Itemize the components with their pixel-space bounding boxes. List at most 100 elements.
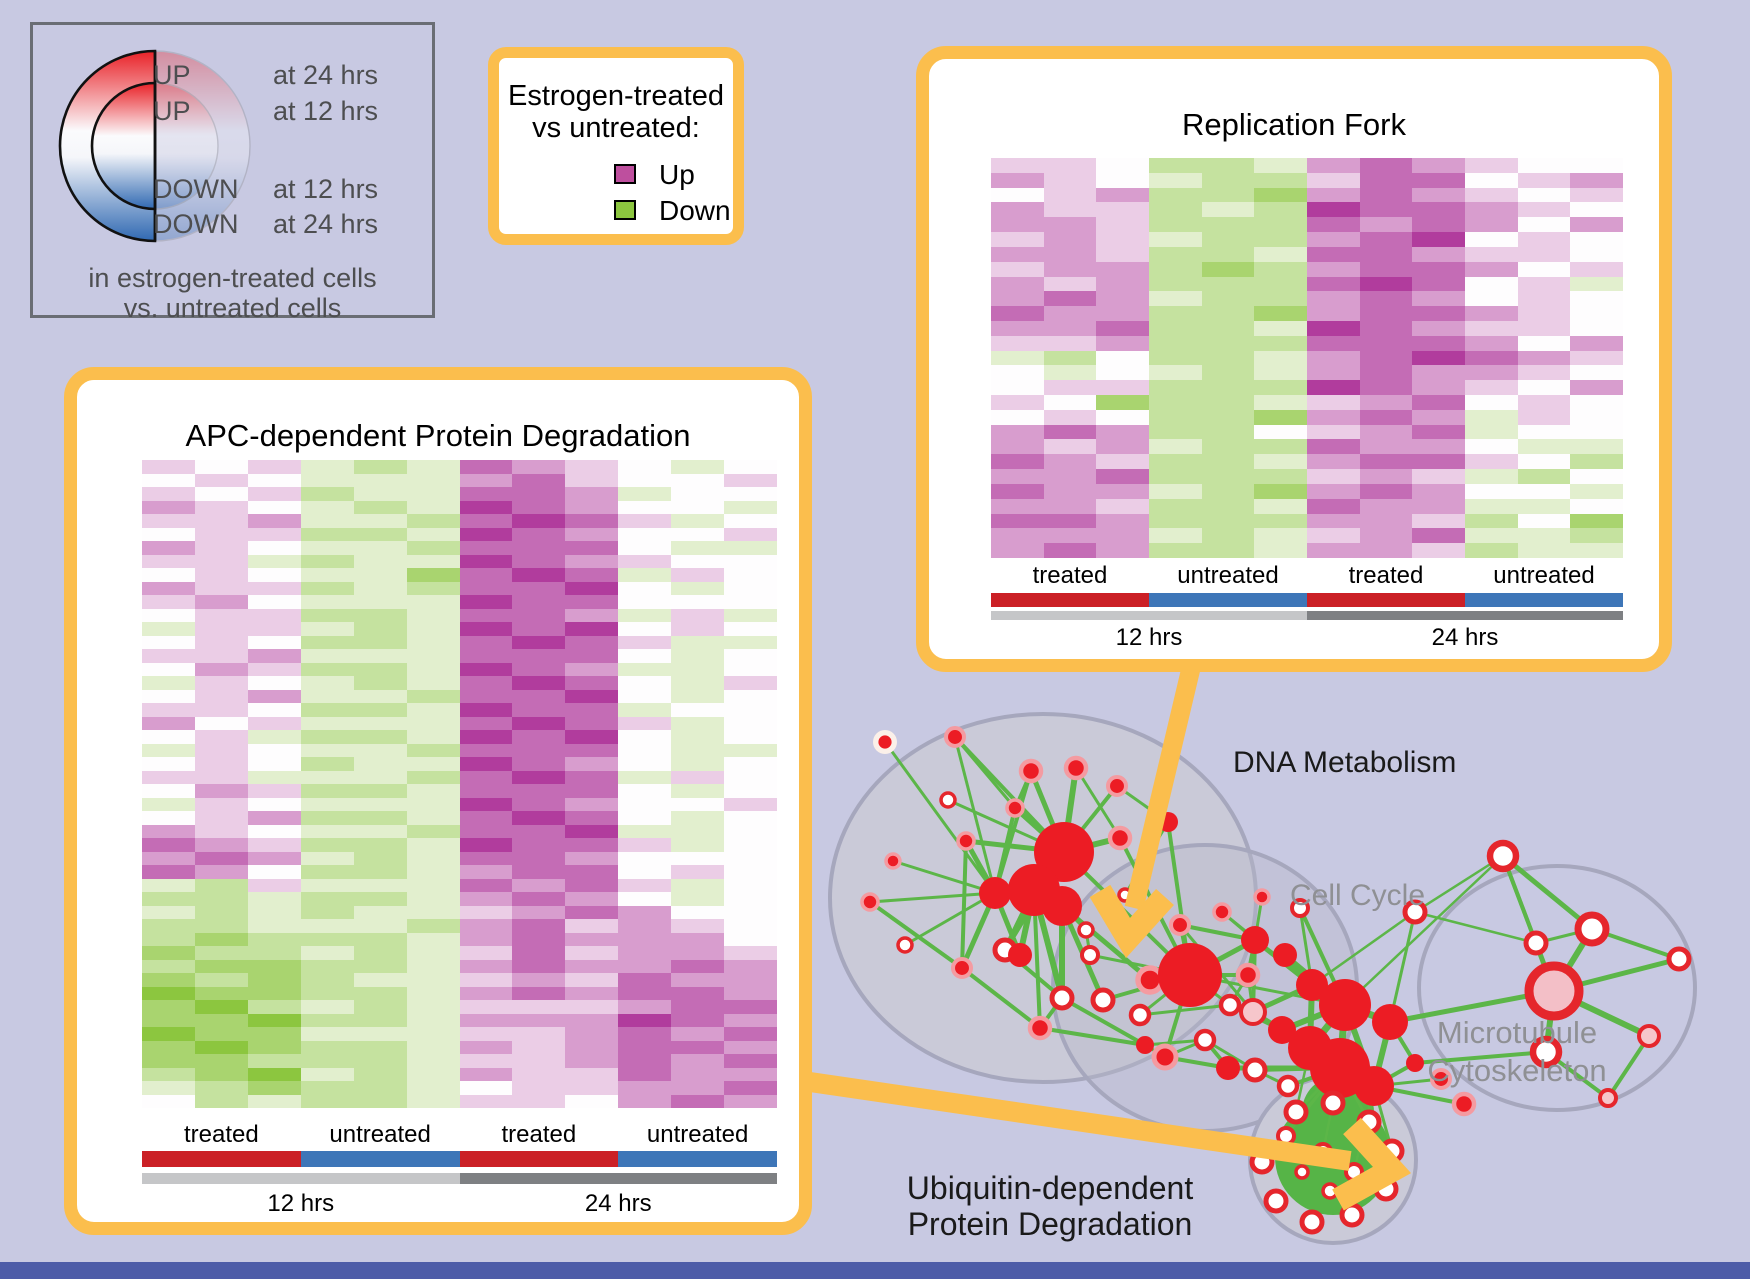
heatmap-cell [194, 1000, 248, 1014]
column-group-label: untreated [646, 1121, 749, 1148]
heatmap-cell [247, 973, 301, 987]
heatmap-cell [991, 380, 1044, 395]
heatmap-cell [565, 662, 619, 676]
heatmap-cell [991, 543, 1044, 558]
heatmap-cell [1043, 528, 1097, 544]
heatmap-cell [1517, 469, 1571, 484]
heatmap-cell [1307, 335, 1360, 351]
heatmap-cell [406, 568, 460, 582]
network-node-c3 [1241, 926, 1269, 954]
heatmap-cell [565, 1040, 619, 1054]
heatmap-cell [247, 649, 301, 663]
heatmap-cell [300, 500, 354, 514]
heatmap-cell [247, 1027, 301, 1041]
heatmap-cell [142, 1013, 195, 1027]
heatmap-cell [512, 676, 566, 690]
heatmap-cell [1201, 483, 1255, 499]
heatmap-cell [724, 716, 778, 730]
heatmap-cell [1307, 454, 1360, 470]
heatmap-cell [565, 919, 619, 933]
heatmap-cell [1043, 187, 1097, 203]
heatmap-cell [991, 232, 1044, 247]
heatmap-cell [512, 1054, 566, 1068]
heatmap-cell [406, 649, 460, 663]
heatmap-cell [1570, 335, 1624, 351]
heatmap-cell [671, 959, 725, 973]
heatmap-cell [459, 703, 513, 717]
heatmap-row [142, 473, 778, 487]
heatmap-cell [194, 487, 248, 501]
heatmap-cell [1307, 543, 1360, 558]
heatmap-row [991, 424, 1624, 440]
heatmap-cell [247, 608, 301, 622]
heatmap-cell [247, 811, 301, 825]
heatmap-cell [1465, 424, 1518, 440]
heatmap-cell [406, 1081, 460, 1095]
heatmap-cell [991, 291, 1044, 307]
heatmap-row [991, 232, 1624, 247]
heatmap-cell [194, 784, 248, 798]
heatmap-cell [724, 986, 778, 1000]
heatmap-cell [671, 797, 725, 811]
network-node-d25 [1077, 921, 1095, 939]
heatmap-cell [671, 730, 725, 744]
heatmap-cell [1359, 291, 1413, 307]
heatmap-cell [1043, 335, 1097, 351]
heatmap-cell [618, 770, 672, 784]
heatmap-cell [1359, 439, 1413, 455]
heatmap-cell [512, 1040, 566, 1054]
heatmap-cell [724, 946, 778, 960]
condition-bar-segment [1149, 593, 1307, 607]
heatmap-cell [512, 1027, 566, 1041]
heatmap-cell [300, 635, 354, 649]
heatmap-cell [247, 824, 301, 838]
heatmap-row [991, 158, 1624, 173]
network-edge [1061, 996, 1146, 1047]
heatmap-cell [1043, 291, 1097, 307]
heatmap-cell [1359, 395, 1413, 410]
heatmap-cell [991, 424, 1044, 440]
heatmap-cell [1465, 454, 1518, 470]
heatmap-cell [142, 878, 195, 892]
comparison-title-line2: vs untreated: [532, 112, 700, 144]
time-label: at 24 hrs [273, 209, 379, 239]
heatmap-cell [565, 1000, 619, 1014]
heatmap-cell [671, 1094, 725, 1108]
comparison-title-line1: Estrogen-treated [507, 80, 724, 112]
heatmap-cell [142, 622, 195, 636]
network-edge [869, 891, 996, 904]
time-bar-segment [991, 611, 1307, 620]
heatmap-cell [1254, 276, 1308, 292]
heatmap-cell [671, 784, 725, 798]
heatmap-cell [512, 851, 566, 865]
heatmap-cell [724, 473, 778, 487]
heatmap-cell [565, 500, 619, 514]
network-edge [892, 859, 996, 895]
heatmap-cell [247, 959, 301, 973]
network-node-c20 [1128, 1003, 1152, 1027]
heatmap-row [142, 959, 778, 973]
heatmap-cell [247, 473, 301, 487]
heatmap-row [142, 892, 778, 906]
legend-row: DOWN at 12 hrs [33, 175, 432, 203]
heatmap-row [142, 743, 778, 757]
heatmap-cell [1043, 409, 1097, 425]
heatmap-cell [991, 439, 1044, 455]
heatmap-cell [1465, 320, 1518, 336]
heatmap-cell [512, 662, 566, 676]
heatmap-cell [618, 959, 672, 973]
heatmap-row [991, 469, 1624, 484]
heatmap-cell [1412, 483, 1466, 499]
heatmap-cell [512, 743, 566, 757]
heatmap-cell [459, 865, 513, 879]
heatmap-cell [194, 838, 248, 852]
heatmap-cell [406, 554, 460, 568]
heatmap-cell [1517, 543, 1571, 558]
heatmap-cell [247, 1000, 301, 1014]
heatmap-cell [991, 365, 1044, 381]
heatmap-cell [1465, 469, 1518, 484]
heatmap-cell [512, 797, 566, 811]
heatmap-cell [1570, 320, 1624, 336]
heatmap-cell [724, 460, 778, 474]
heatmap-cell [565, 838, 619, 852]
